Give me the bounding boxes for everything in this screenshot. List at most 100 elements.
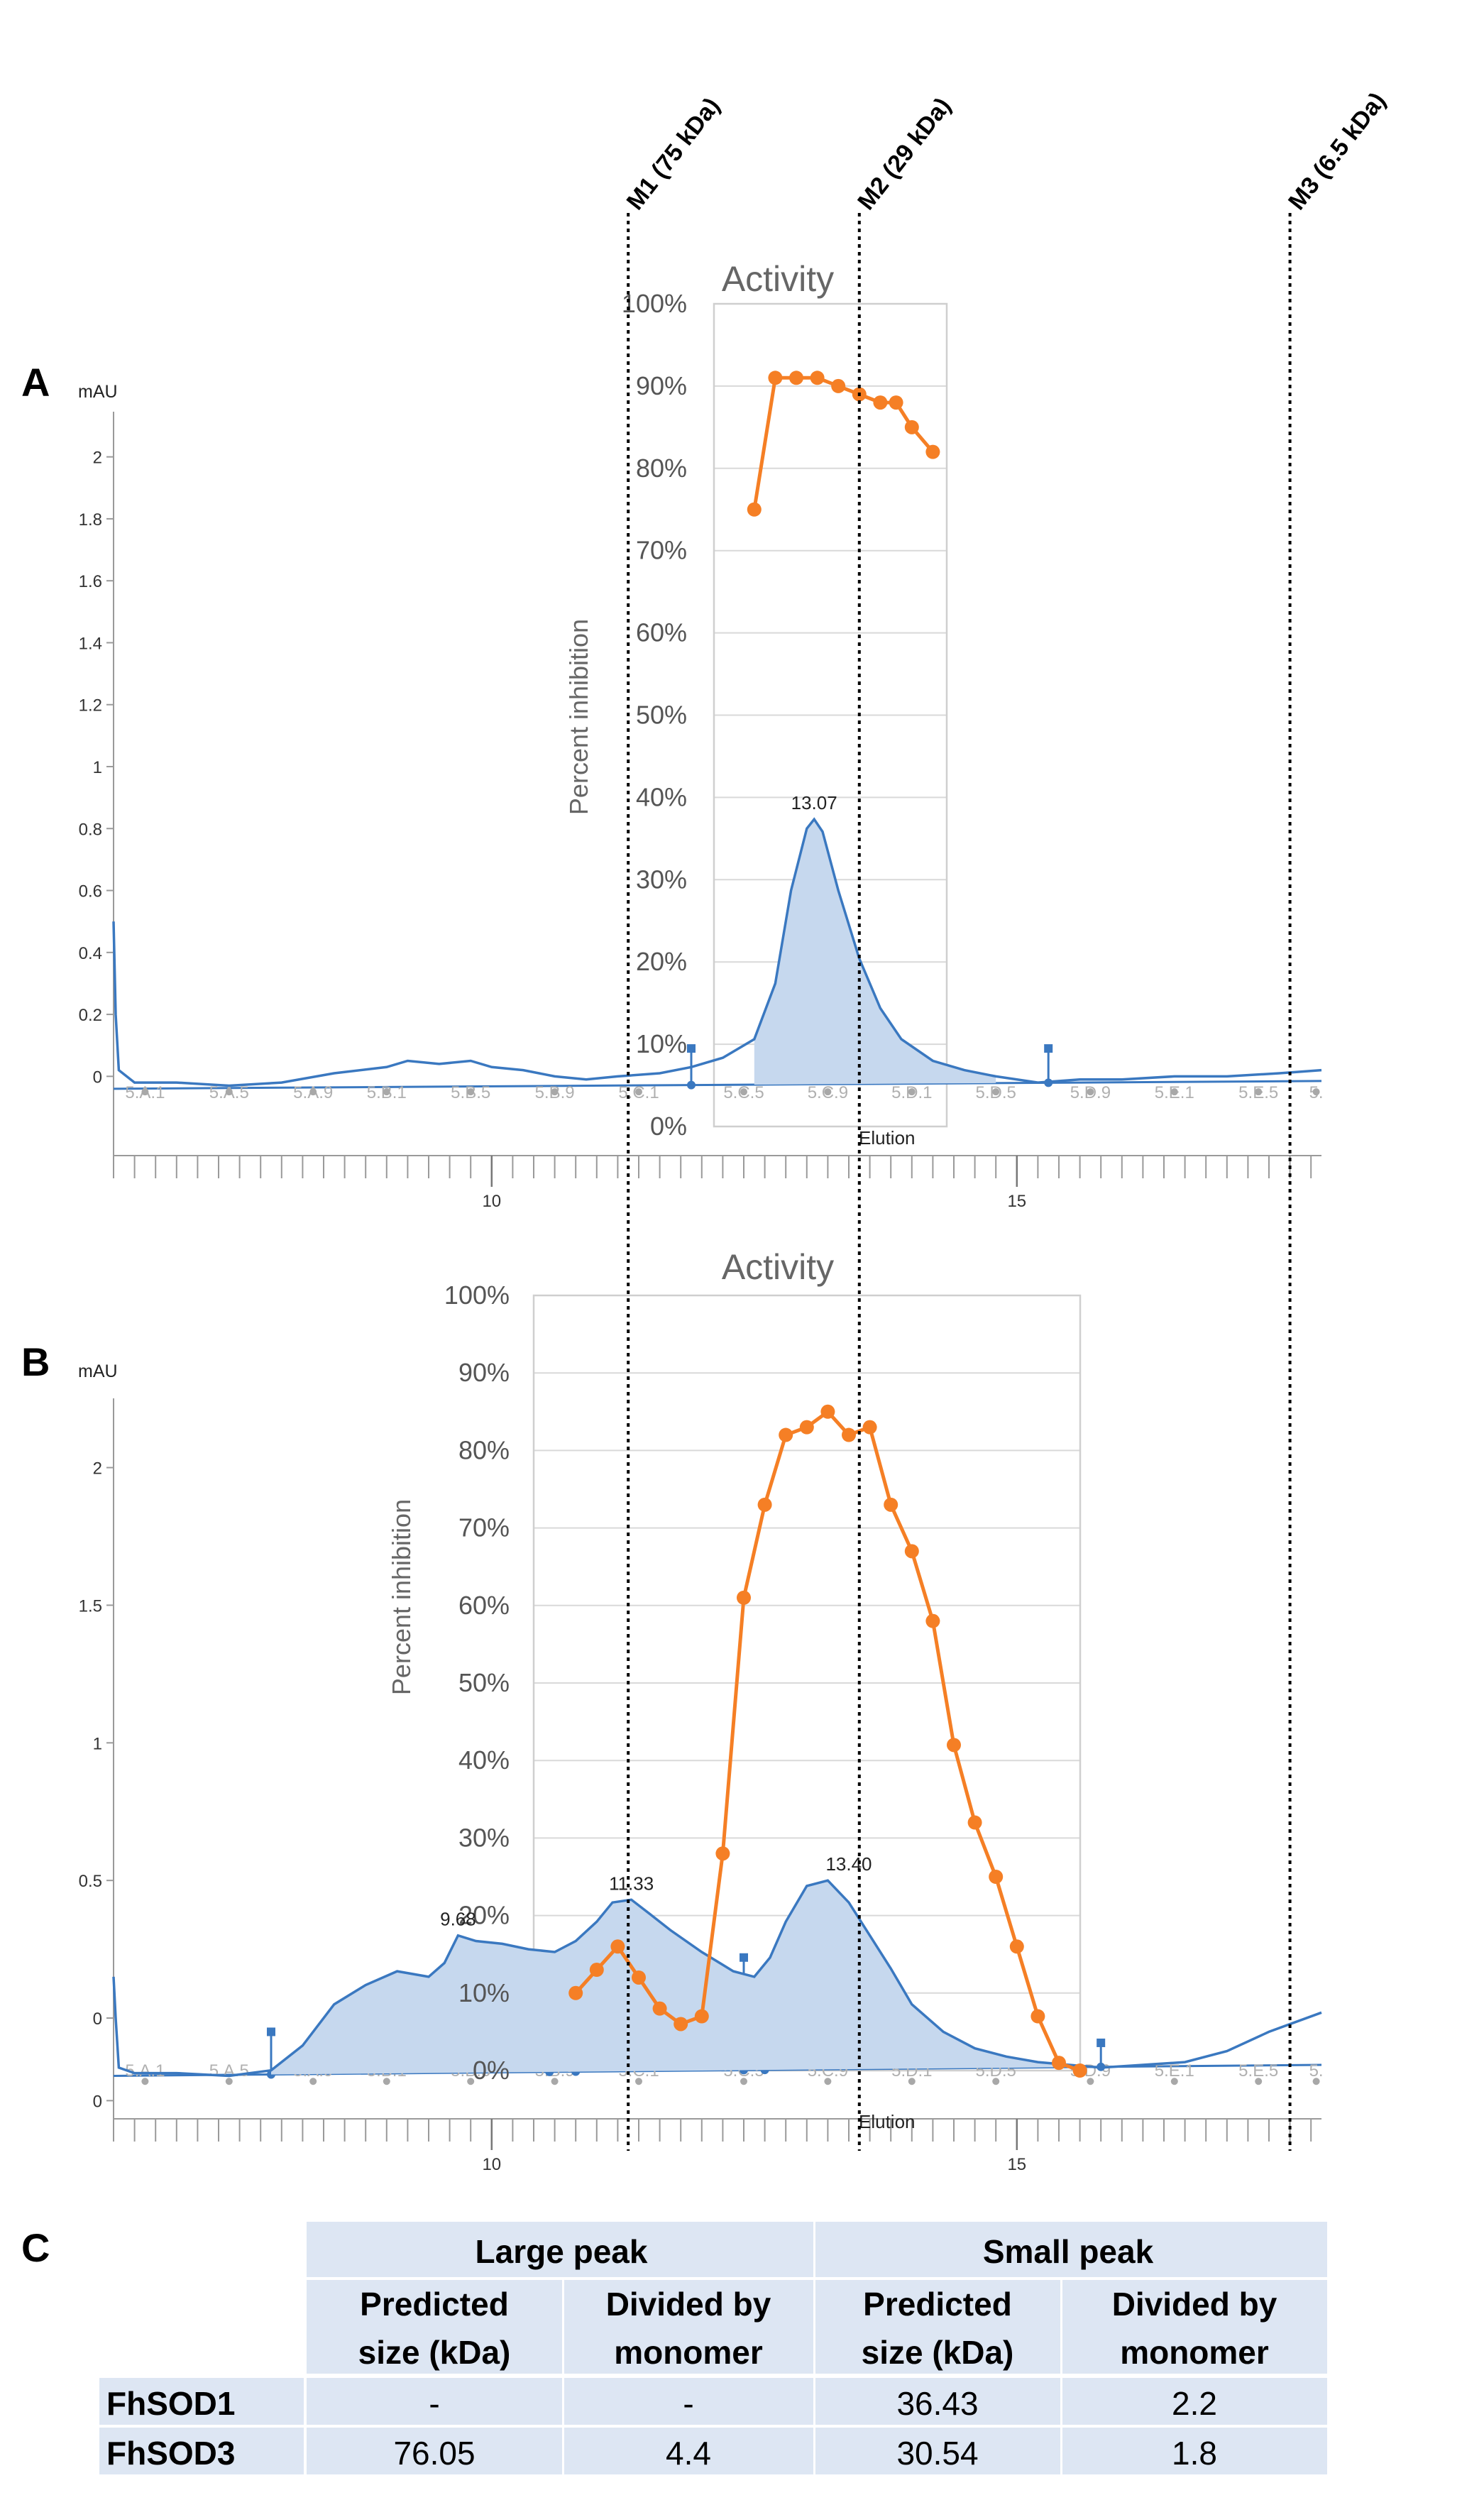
fraction-dot [992, 2078, 1000, 2085]
panel-a: A mAU 2 1.8 1.6 1.4 1.2 1 0.8 0.6 0.4 0.2 0 10 15 5… [21, 259, 1324, 1211]
subheader-large-predicted-line1: Predicted [360, 2286, 509, 2323]
fraction-dot [467, 2078, 475, 2085]
fraction-dot [824, 2078, 832, 2085]
percent-tick-label: 30% [458, 1823, 510, 1852]
peak-label: 13.07 [791, 792, 837, 813]
fraction-dot [551, 1088, 559, 1096]
activity-point [1072, 2063, 1087, 2078]
table-cell: 76.05 [393, 2435, 475, 2472]
activity-point [842, 1427, 856, 1442]
y-tick-label: 0.5 [79, 1872, 102, 1891]
activity-point [925, 444, 940, 459]
y-tick-label: 1 [93, 1734, 102, 1753]
activity-point [789, 371, 803, 385]
activity-point [862, 1420, 877, 1435]
mau-line-a [112, 817, 1322, 1087]
subheader-large-predicted-line2: size (kDa) [358, 2334, 511, 2371]
row-name-fhsod3: FhSOD3 [106, 2435, 235, 2472]
percent-tick-label: 10% [636, 1029, 687, 1058]
fraction-dot [1312, 2078, 1320, 2085]
activity-point [768, 371, 783, 385]
table-cell: 36.43 [896, 2385, 978, 2422]
row-name-fhsod1: FhSOD1 [106, 2385, 235, 2422]
activity-point [831, 378, 846, 393]
fraction-dot [225, 2078, 233, 2085]
percent-tick-label: 0% [473, 2056, 510, 2085]
subheader-large-divided-line2: monomer [614, 2334, 763, 2371]
percent-tick-label: 80% [636, 454, 687, 483]
percent-tick-label: 50% [636, 701, 687, 730]
activity-point [904, 1544, 919, 1559]
percent-ticks-b: 100% 90% 80% 70% 60% 50% 40% 30% 20% 10% 0% [444, 1281, 510, 2085]
peak-label: 9.68 [440, 1909, 476, 1930]
activity-point [715, 1846, 730, 1861]
y-tick-label: 1.4 [79, 634, 102, 653]
fraction-dot [141, 1088, 149, 1096]
value-cell [1062, 2428, 1327, 2474]
percent-tick-label: 20% [458, 1901, 510, 1930]
table-cell: 4.4 [666, 2435, 711, 2472]
activity-box-b [532, 1294, 1082, 2072]
unit-label-b: mAU [78, 1361, 118, 1381]
activity-point [1052, 2056, 1066, 2071]
activity-point [820, 1404, 835, 1419]
activity-line-a [752, 375, 935, 510]
percent-tick-label: 90% [636, 371, 687, 400]
group-header-large-peak: Large peak [476, 2233, 648, 2270]
activity-point [568, 1985, 583, 2000]
y-tick-label: 0.2 [79, 1006, 102, 1025]
fraction-dot [383, 1088, 390, 1096]
y-tick-label: 2 [93, 1459, 102, 1479]
table-cell: 2.2 [1172, 2385, 1217, 2422]
y-tick-label: 1.2 [79, 696, 102, 716]
panel-label-a: A [21, 360, 50, 405]
percent-tick-label: 60% [636, 618, 687, 647]
percent-tick-label: 100% [444, 1281, 510, 1310]
percent-tick-label: 0% [650, 1112, 687, 1141]
fraction-dot [908, 1088, 916, 1096]
activity-point [674, 2017, 688, 2032]
percent-tick-label: 50% [458, 1668, 510, 1697]
activity-points-b [568, 1404, 1087, 2078]
value-cell [307, 2378, 562, 2425]
table-cell: 1.8 [1172, 2435, 1217, 2472]
peak-labels-a: 13.07 [791, 792, 837, 813]
fraction-label: 5.A.5 [209, 2061, 249, 2080]
unit-label-a: mAU [78, 382, 118, 402]
activity-points-a [747, 371, 940, 517]
peak-label: 13.40 [825, 1853, 872, 1875]
fraction-label: 5. [1309, 2061, 1324, 2080]
fraction-dot [1255, 2078, 1263, 2085]
activity-point [967, 1815, 982, 1830]
fraction-dot [309, 2078, 317, 2085]
activity-point [757, 1497, 772, 1512]
subheader-small-divided-line2: monomer [1120, 2334, 1269, 2371]
fraction-pin-head [1044, 1044, 1053, 1053]
x-tick-label: 15 [1007, 2155, 1026, 2174]
activity-point [925, 1613, 940, 1628]
y-tick-label: 0 [93, 2010, 102, 2029]
activity-point [1009, 1939, 1024, 1954]
row-name-cell [99, 2428, 304, 2474]
y-tick-label: 1.5 [79, 1596, 102, 1616]
subheader-cell [564, 2280, 813, 2374]
fraction-pin-head [1096, 2038, 1106, 2047]
row-name-cell [99, 2378, 304, 2425]
fraction-dot [1170, 1088, 1178, 1096]
panel-label-b: B [21, 1339, 50, 1384]
activity-point [632, 1970, 646, 1985]
x-axis-ticks-b: 10 15 [113, 2118, 1321, 2174]
fraction-dot [740, 2078, 747, 2085]
activity-point [737, 1590, 751, 1605]
activity-title-a: Activity [722, 259, 834, 299]
activity-point [779, 1427, 793, 1442]
baseline-a [113, 1080, 1322, 1090]
y-tick-label: 0 [93, 1068, 102, 1087]
fraction-dot [1312, 1088, 1320, 1096]
baseline-line [113, 1080, 1322, 1090]
group-cell-large [307, 2222, 813, 2277]
fraction-dot [225, 1088, 233, 1096]
activity-point [947, 1738, 961, 1753]
peak-label: 11.33 [609, 1873, 654, 1894]
table-cell: 30.54 [896, 2435, 978, 2472]
